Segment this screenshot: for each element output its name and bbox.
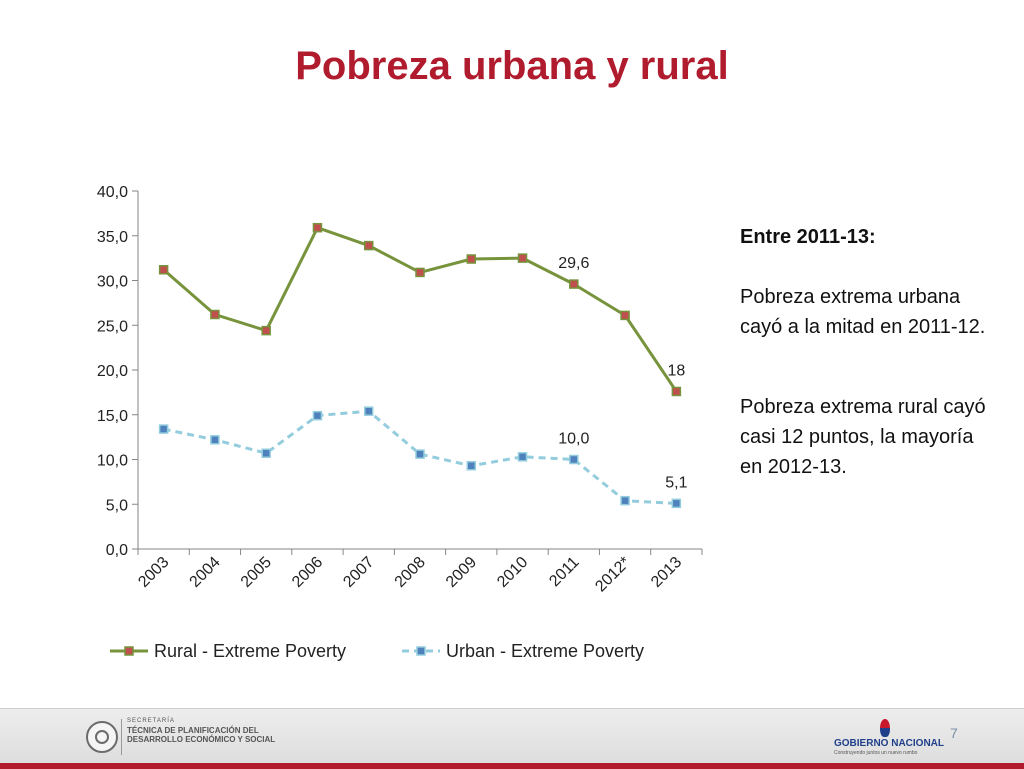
x-tick-label: 2008 — [392, 554, 429, 591]
data-point-rural — [210, 309, 220, 320]
data-point-rural — [569, 279, 579, 289]
data-point-urban — [210, 435, 220, 445]
slide-title: Pobreza urbana y rural — [295, 44, 729, 88]
data-point-urban — [569, 454, 579, 465]
data-point-rural — [158, 265, 169, 275]
footer-bar: SECRETARÍA TÉCNICA DE PLANIFICACIÓN DEL … — [0, 708, 1024, 769]
data-label: 29,6 — [558, 255, 589, 272]
gobierno-nacional-logo: GOBIERNO NACIONAL Construyendo juntos un… — [834, 719, 944, 759]
side-note-urban-paragraph: Pobreza extrema urbana cayó a la mitad e… — [740, 286, 986, 338]
footer-accent-strip — [0, 763, 1024, 769]
data-point-urban — [363, 406, 374, 416]
data-label: 10,0 — [558, 431, 589, 448]
legend-label-urban: Urban - Extreme Poverty — [446, 641, 644, 661]
footer-divider — [121, 719, 122, 755]
legend-marker-urban — [416, 646, 426, 656]
y-tick-label: 40,0 — [97, 184, 128, 201]
x-tick-label: 2007 — [340, 554, 377, 591]
data-point-urban — [620, 495, 630, 506]
series-line-rural — [162, 226, 678, 393]
x-tick-label: 2012* — [592, 554, 634, 596]
series-line-urban — [163, 409, 677, 505]
data-point-rural — [671, 386, 682, 397]
data-point-urban — [517, 452, 528, 462]
data-point-urban — [312, 410, 323, 421]
page-number: 7 — [950, 725, 958, 741]
y-tick-label: 20,0 — [97, 363, 128, 380]
y-tick-label: 35,0 — [97, 229, 128, 246]
data-label: 5,1 — [665, 474, 687, 491]
x-tick-label: 2009 — [443, 554, 480, 591]
x-tick-label: 2010 — [494, 554, 531, 591]
x-tick-label: 2005 — [238, 554, 275, 591]
y-tick-label: 30,0 — [97, 274, 128, 291]
data-point-rural — [261, 325, 271, 336]
legend-label-rural: Rural - Extreme Poverty — [154, 641, 346, 661]
y-tick-label: 0,0 — [106, 542, 128, 559]
data-point-urban — [671, 498, 682, 509]
data-label: 18 — [667, 362, 685, 379]
side-note-rural-paragraph: Pobreza extrema rural cayó casi 12 punto… — [740, 396, 986, 478]
flame-icon — [880, 719, 890, 737]
y-tick-label: 15,0 — [97, 408, 128, 425]
y-tick-label: 25,0 — [97, 318, 128, 335]
data-point-rural — [363, 240, 374, 251]
national-seal-icon — [86, 721, 118, 753]
data-point-urban — [415, 449, 425, 459]
side-note-heading: Entre 2011-13: — [740, 226, 876, 248]
data-point-urban — [466, 461, 477, 471]
data-point-rural — [620, 310, 630, 321]
side-note: Entre 2011-13: Pobreza extrema urbana ca… — [740, 222, 1000, 532]
data-point-urban — [158, 424, 169, 434]
x-tick-label: 2011 — [546, 554, 582, 590]
legend-marker-rural — [124, 646, 134, 656]
data-point-rural — [312, 222, 323, 233]
gobierno-tagline: Construyendo juntos un nuevo rumbo — [834, 750, 918, 756]
secretaria-label: SECRETARÍA — [127, 718, 175, 724]
secretaria-name: TÉCNICA DE PLANIFICACIÓN DEL DESARROLLO … — [127, 726, 276, 744]
y-tick-label: 5,0 — [106, 497, 128, 514]
data-point-rural — [517, 253, 528, 263]
gobierno-name: GOBIERNO NACIONAL — [834, 738, 944, 749]
x-tick-label: 2006 — [289, 554, 326, 591]
data-point-rural — [415, 267, 425, 278]
data-point-urban — [261, 448, 271, 458]
x-tick-label: 2003 — [135, 554, 172, 591]
data-point-rural — [466, 254, 477, 264]
y-tick-label: 10,0 — [97, 453, 128, 470]
line-chart: 0,0 5,0 10,0 15,0 20,0 25,0 30,0 35,0 40,0 2003 20… — [97, 184, 703, 661]
x-tick-label: 2004 — [187, 554, 224, 591]
x-tick-label: 2013 — [648, 554, 685, 591]
